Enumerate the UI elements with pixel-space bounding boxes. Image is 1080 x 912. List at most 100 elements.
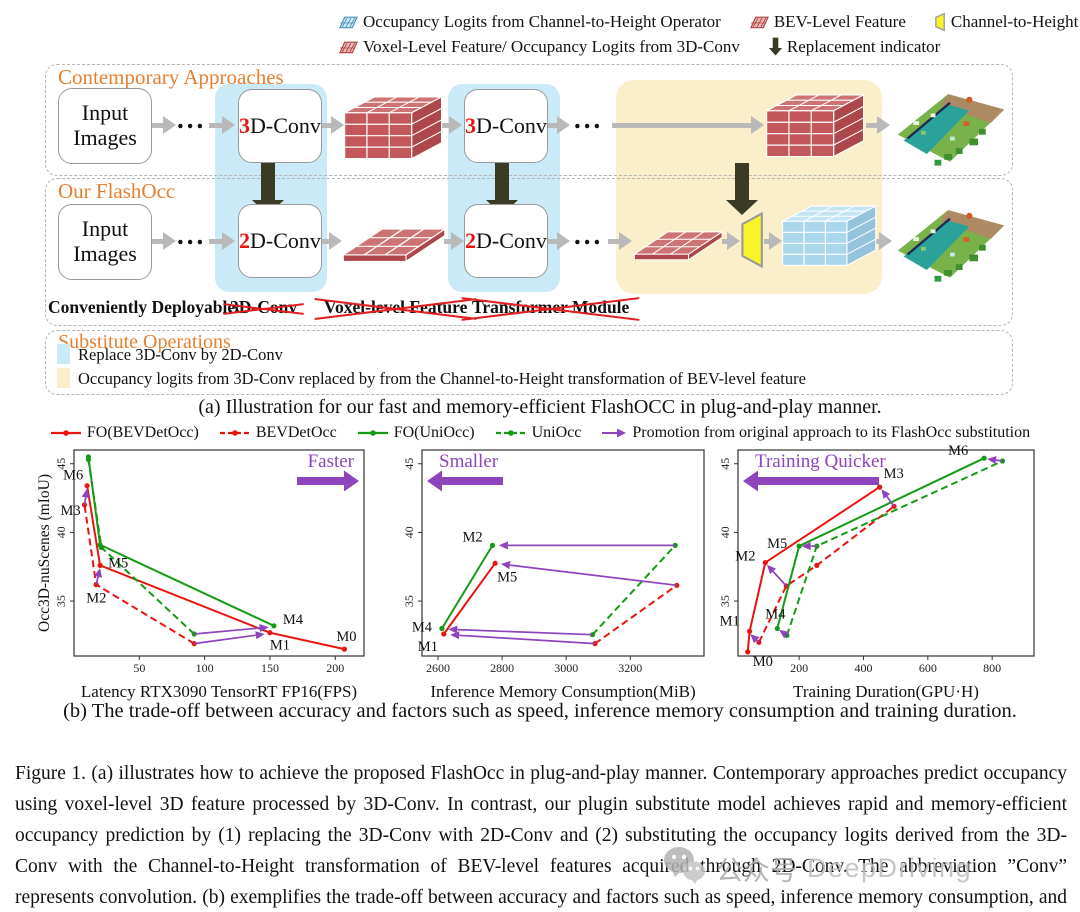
svg-text:40: 40: [54, 526, 68, 538]
occupancy-logits-cube-c2h: [780, 198, 880, 270]
occupancy-scene-render: [892, 194, 1008, 288]
chart-legend-item: UniOcc: [495, 424, 582, 442]
svg-text:Inference Memory Consumption(M: Inference Memory Consumption(MiB): [430, 682, 695, 701]
flow-arrow-icon: [608, 232, 632, 250]
conv2d-label: 2D-Conv: [465, 227, 547, 253]
bev-feature-plane: [340, 218, 450, 266]
svg-text:M0: M0: [753, 654, 773, 670]
conv3d-label: 3D-Conv: [465, 112, 547, 138]
input-images-node: Input Images: [58, 88, 152, 164]
bev-feature-icon: [749, 14, 770, 30]
svg-text:50: 50: [133, 661, 145, 675]
svg-text:M3: M3: [884, 466, 904, 482]
contemporary-approaches-box: Contemporary Approaches: [45, 64, 1013, 176]
svg-text:M5: M5: [108, 555, 128, 571]
chart-legend-label: BEVDetOcc: [255, 424, 337, 441]
chart-memory: 2600 2800 3000 3200 35 40 45 M2 M5 M4 M1 Smaller Inf…: [392, 444, 714, 707]
svg-text:Faster: Faster: [308, 451, 355, 472]
legend-label: Voxel-Level Feature/ Occupancy Logits fr…: [363, 37, 740, 56]
chart-legend-label: FO(UniOcc): [393, 424, 475, 441]
chart-legend-label: Promotion from original approach to its …: [632, 424, 1031, 441]
conv2d-node-2: 2D-Conv: [464, 204, 548, 278]
svg-text:35: 35: [54, 595, 68, 607]
crossed-voxel-level-feature: Voxel-level Feature: [320, 297, 471, 318]
our-flashocc-title: Our FlashOcc: [58, 179, 176, 203]
crossed-3d-conv: 3D-Conv: [226, 297, 301, 318]
chart-legend-item: BEVDetOcc: [219, 424, 337, 442]
svg-text:3000: 3000: [554, 661, 578, 675]
svg-text:M1: M1: [418, 639, 438, 655]
conv3d-node-1: 3D-Conv: [238, 89, 322, 163]
flow-arrow-icon: [866, 116, 890, 134]
svg-text:M2: M2: [735, 549, 755, 565]
yellow-swatch: [57, 368, 70, 388]
blue-swatch: [57, 344, 70, 364]
channel-to-height-icon: [934, 12, 947, 32]
ellipsis: ...: [574, 104, 604, 134]
substitute-item-blue: Replace 3D-Conv by 2D-Conv: [57, 344, 283, 365]
svg-text:M1: M1: [270, 638, 290, 654]
chart-legend: FO(BEVDetOcc) BEVDetOcc FO(UniOcc) UniOcc Pr…: [0, 424, 1080, 442]
svg-text:45: 45: [54, 458, 68, 470]
substitute-operations-box: Substitute Operations: [45, 330, 1013, 395]
legend-item-voxel-feature: Voxel-Level Feature/ Occupancy Logits fr…: [338, 37, 740, 57]
svg-text:40: 40: [718, 526, 732, 538]
svg-text:100: 100: [196, 661, 214, 675]
figure-caption-text: Figure 1. (a) illustrates how to achieve…: [15, 762, 1067, 908]
crossed-transformer-module: Transformer Module: [468, 297, 633, 318]
svg-text:M6: M6: [63, 468, 83, 484]
our-flashocc-box: Our FlashOcc: [45, 178, 1013, 326]
occupancy-logits-icon: [338, 14, 359, 30]
legend-item-c2h-operator: Channel-to-Height Operator: [934, 12, 1080, 32]
chart-legend-label: FO(BEVDetOcc): [86, 424, 199, 441]
wechat-icon: [662, 845, 706, 892]
flow-arrow-icon: [209, 232, 235, 250]
caption-a: (a) Illustration for our fast and memory…: [198, 396, 882, 418]
replacement-arrow-icon: [768, 37, 783, 57]
watermark-en: DeepDriving: [807, 853, 973, 883]
substitute-item-yellow: Occupancy logits from 3D-Conv replaced b…: [57, 368, 806, 389]
bev-feature-plane: [632, 222, 726, 264]
substitute-item-label: Occupancy logits from 3D-Conv replaced b…: [78, 369, 806, 388]
conveniently-deployable-label: Conveniently Deployable:: [48, 297, 241, 317]
svg-text:35: 35: [718, 595, 732, 607]
legend-label: Occupancy Logits from Channel-to-Height …: [363, 12, 721, 31]
legend-item-bev-feature: BEV-Level Feature: [749, 12, 906, 32]
conv2d-node-1: 2D-Conv: [238, 204, 322, 278]
occupancy-scene-render: [892, 78, 1008, 172]
legend-item-replacement: Replacement indicator: [768, 37, 940, 57]
flow-arrow-icon: [872, 232, 892, 250]
svg-text:800: 800: [983, 661, 1001, 675]
svg-text:M4: M4: [765, 607, 786, 623]
svg-text:M1: M1: [720, 613, 740, 629]
svg-text:150: 150: [261, 661, 279, 675]
flow-arrow-icon: [209, 116, 235, 134]
chart-legend-item: FO(BEVDetOcc): [50, 424, 199, 442]
svg-text:Training Duration(GPU·H): Training Duration(GPU·H): [793, 682, 979, 701]
flow-arrow-icon: [322, 116, 344, 134]
caption-b: (b) The trade-off between accuracy and f…: [63, 700, 1017, 722]
svg-text:200: 200: [790, 661, 808, 675]
svg-text:M5: M5: [767, 536, 787, 552]
svg-text:M4: M4: [283, 612, 304, 628]
top-legend-row2: Voxel-Level Feature/ Occupancy Logits fr…: [338, 37, 962, 57]
svg-text:M2: M2: [86, 591, 106, 607]
flow-arrow-icon: [548, 232, 570, 250]
svg-text:3200: 3200: [618, 661, 642, 675]
conv3d-node-2: 3D-Conv: [464, 89, 548, 163]
ellipsis: ...: [574, 220, 604, 250]
input-images-label: Images: [73, 241, 137, 266]
occupancy-logits-cube-3dconv: [764, 88, 868, 160]
svg-text:2800: 2800: [490, 661, 514, 675]
svg-text:Training Quicker: Training Quicker: [755, 451, 886, 472]
chart-legend-label: UniOcc: [531, 424, 582, 441]
ellipsis: ...: [177, 104, 207, 134]
svg-text:M3: M3: [61, 503, 81, 519]
svg-text:400: 400: [854, 661, 872, 675]
flow-arrow-icon: [322, 232, 342, 250]
flow-arrow-icon: [548, 116, 570, 134]
svg-text:45: 45: [402, 458, 416, 470]
voxel-feature-icon: [338, 39, 359, 55]
chart-legend-item: FO(UniOcc): [357, 424, 475, 442]
